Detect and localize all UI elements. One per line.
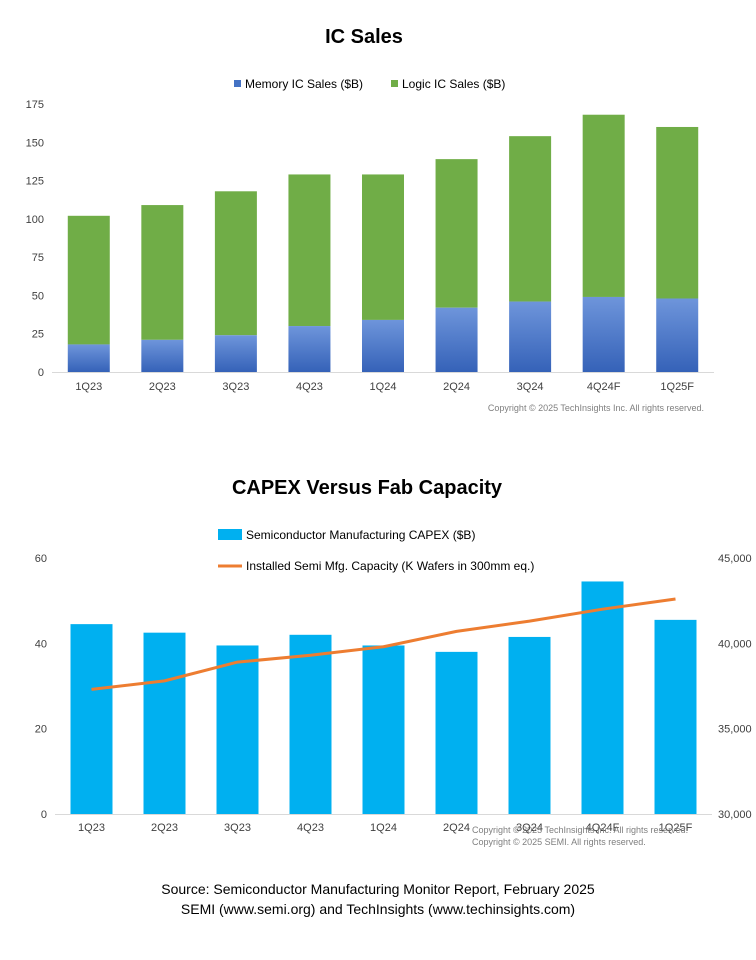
- bar-memory-2q23: [141, 339, 184, 372]
- bar-logic-2q24: [435, 159, 478, 308]
- capex-right-y-axis: 30,000 35,000 40,000 45,000: [718, 553, 752, 821]
- legend-label-memory: Memory IC Sales ($B): [245, 77, 363, 91]
- ic-sales-x-axis: 1Q23 2Q23 3Q23 4Q23 1Q24 2Q24 3Q24 4Q24F 1Q25F: [75, 381, 694, 393]
- x-tick-label: 4Q23: [297, 822, 324, 834]
- x-tick-label: 1Q25F: [660, 381, 694, 393]
- bar-logic-3q23: [214, 191, 257, 336]
- bar-memory-4q23: [288, 326, 331, 372]
- capex-chart: CAPEX Versus Fab Capacity Semiconductor …: [35, 477, 752, 847]
- x-tick-label: 1Q23: [75, 381, 102, 393]
- legend-label-capacity: Installed Semi Mfg. Capacity (K Wafers i…: [246, 559, 534, 573]
- legend-label-capex: Semiconductor Manufacturing CAPEX ($B): [246, 528, 475, 542]
- x-tick-label: 1Q25F: [659, 822, 693, 834]
- x-tick-label: 4Q24F: [586, 822, 620, 834]
- x-tick-label: 2Q24: [443, 822, 470, 834]
- x-tick-label: 3Q23: [222, 381, 249, 393]
- bar-logic-4q23: [288, 174, 331, 327]
- legend-swatch-memory: [234, 80, 241, 87]
- capex-bars: [70, 581, 697, 814]
- bar-capex-1q25f: [654, 619, 697, 814]
- ic-sales-bars: [67, 114, 699, 372]
- bar-logic-1q25f: [656, 126, 699, 299]
- bar-capex-3q23: [216, 645, 259, 814]
- capex-x-axis: 1Q23 2Q23 3Q23 4Q23 1Q24 2Q24 3Q24 4Q24F 1Q25F: [78, 822, 693, 834]
- bar-memory-2q24: [435, 307, 478, 372]
- legend-swatch-logic: [391, 80, 398, 87]
- capacity-line: [91, 597, 676, 691]
- x-tick-label: 4Q23: [296, 381, 323, 393]
- legend-swatch-capex: [218, 529, 242, 540]
- bar-capex-1q24: [362, 645, 405, 814]
- ic-sales-chart: IC Sales Memory IC Sales ($B) Logic IC S…: [26, 26, 714, 413]
- x-tick-label: 2Q23: [149, 381, 176, 393]
- bar-logic-2q23: [141, 205, 184, 340]
- bar-memory-1q25f: [656, 298, 699, 372]
- x-tick-label: 1Q24: [370, 822, 397, 834]
- bar-capex-1q23: [70, 624, 113, 814]
- x-tick-label: 2Q24: [443, 381, 470, 393]
- ic-sales-legend: Memory IC Sales ($B) Logic IC Sales ($B): [234, 77, 505, 91]
- y-tick-label: 175: [26, 99, 44, 111]
- bar-capex-3q24: [508, 636, 551, 814]
- left-y-tick-label: 20: [35, 724, 47, 736]
- y-tick-label: 0: [38, 367, 44, 379]
- left-y-tick-label: 60: [35, 553, 47, 565]
- bar-logic-3q24: [509, 136, 552, 302]
- bar-memory-1q23: [67, 344, 110, 372]
- bar-memory-3q24: [509, 301, 552, 372]
- x-tick-label: 4Q24F: [587, 381, 621, 393]
- bar-memory-1q24: [362, 319, 404, 372]
- bar-memory-3q23: [214, 335, 257, 372]
- bar-logic-1q24: [362, 174, 404, 320]
- capex-copyright-semi: Copyright © 2025 SEMI. All rights reserv…: [472, 837, 646, 847]
- right-y-tick-label: 45,000: [718, 553, 752, 565]
- capex-legend: Semiconductor Manufacturing CAPEX ($B) I…: [218, 528, 534, 573]
- y-tick-label: 125: [26, 176, 44, 188]
- left-y-tick-label: 40: [35, 638, 47, 650]
- bar-capex-4q24f: [581, 581, 624, 814]
- bar-logic-4q24f: [582, 114, 625, 297]
- y-tick-label: 50: [32, 290, 44, 302]
- right-y-tick-label: 30,000: [718, 809, 752, 821]
- y-tick-label: 100: [26, 214, 44, 226]
- ic-sales-y-axis: 0 25 50 75 100 125 150 175: [26, 99, 44, 379]
- bar-logic-1q23: [67, 215, 110, 345]
- right-y-tick-label: 35,000: [718, 724, 752, 736]
- x-tick-label: 3Q23: [224, 822, 251, 834]
- y-tick-label: 75: [32, 252, 44, 264]
- x-tick-label: 3Q24: [516, 822, 543, 834]
- source-footer: Source: Semiconductor Manufacturing Moni…: [161, 881, 595, 917]
- y-tick-label: 25: [32, 329, 44, 341]
- capex-left-y-axis: 0 20 40 60: [35, 553, 47, 821]
- capex-copyright-techinsights: Copyright © 2025 TechInsights Inc. All r…: [472, 825, 688, 835]
- ic-sales-copyright: Copyright © 2025 TechInsights Inc. All r…: [488, 403, 704, 413]
- source-line-1: Source: Semiconductor Manufacturing Moni…: [161, 881, 595, 897]
- bar-capex-2q24: [435, 651, 478, 814]
- ic-sales-title: IC Sales: [325, 26, 403, 48]
- bar-capex-4q23: [289, 634, 332, 814]
- right-y-tick-label: 40,000: [718, 638, 752, 650]
- bar-capex-2q23: [143, 632, 186, 814]
- source-line-2: SEMI (www.semi.org) and TechInsights (ww…: [181, 901, 575, 917]
- y-tick-label: 150: [26, 137, 44, 149]
- x-tick-label: 1Q23: [78, 822, 105, 834]
- x-tick-label: 3Q24: [517, 381, 544, 393]
- left-y-tick-label: 0: [41, 809, 47, 821]
- x-tick-label: 1Q24: [370, 381, 397, 393]
- capex-title: CAPEX Versus Fab Capacity: [232, 477, 503, 499]
- legend-label-logic: Logic IC Sales ($B): [402, 77, 505, 91]
- capacity-line-layer: [91, 597, 676, 691]
- x-tick-label: 2Q23: [151, 822, 178, 834]
- bar-memory-4q24f: [582, 296, 625, 372]
